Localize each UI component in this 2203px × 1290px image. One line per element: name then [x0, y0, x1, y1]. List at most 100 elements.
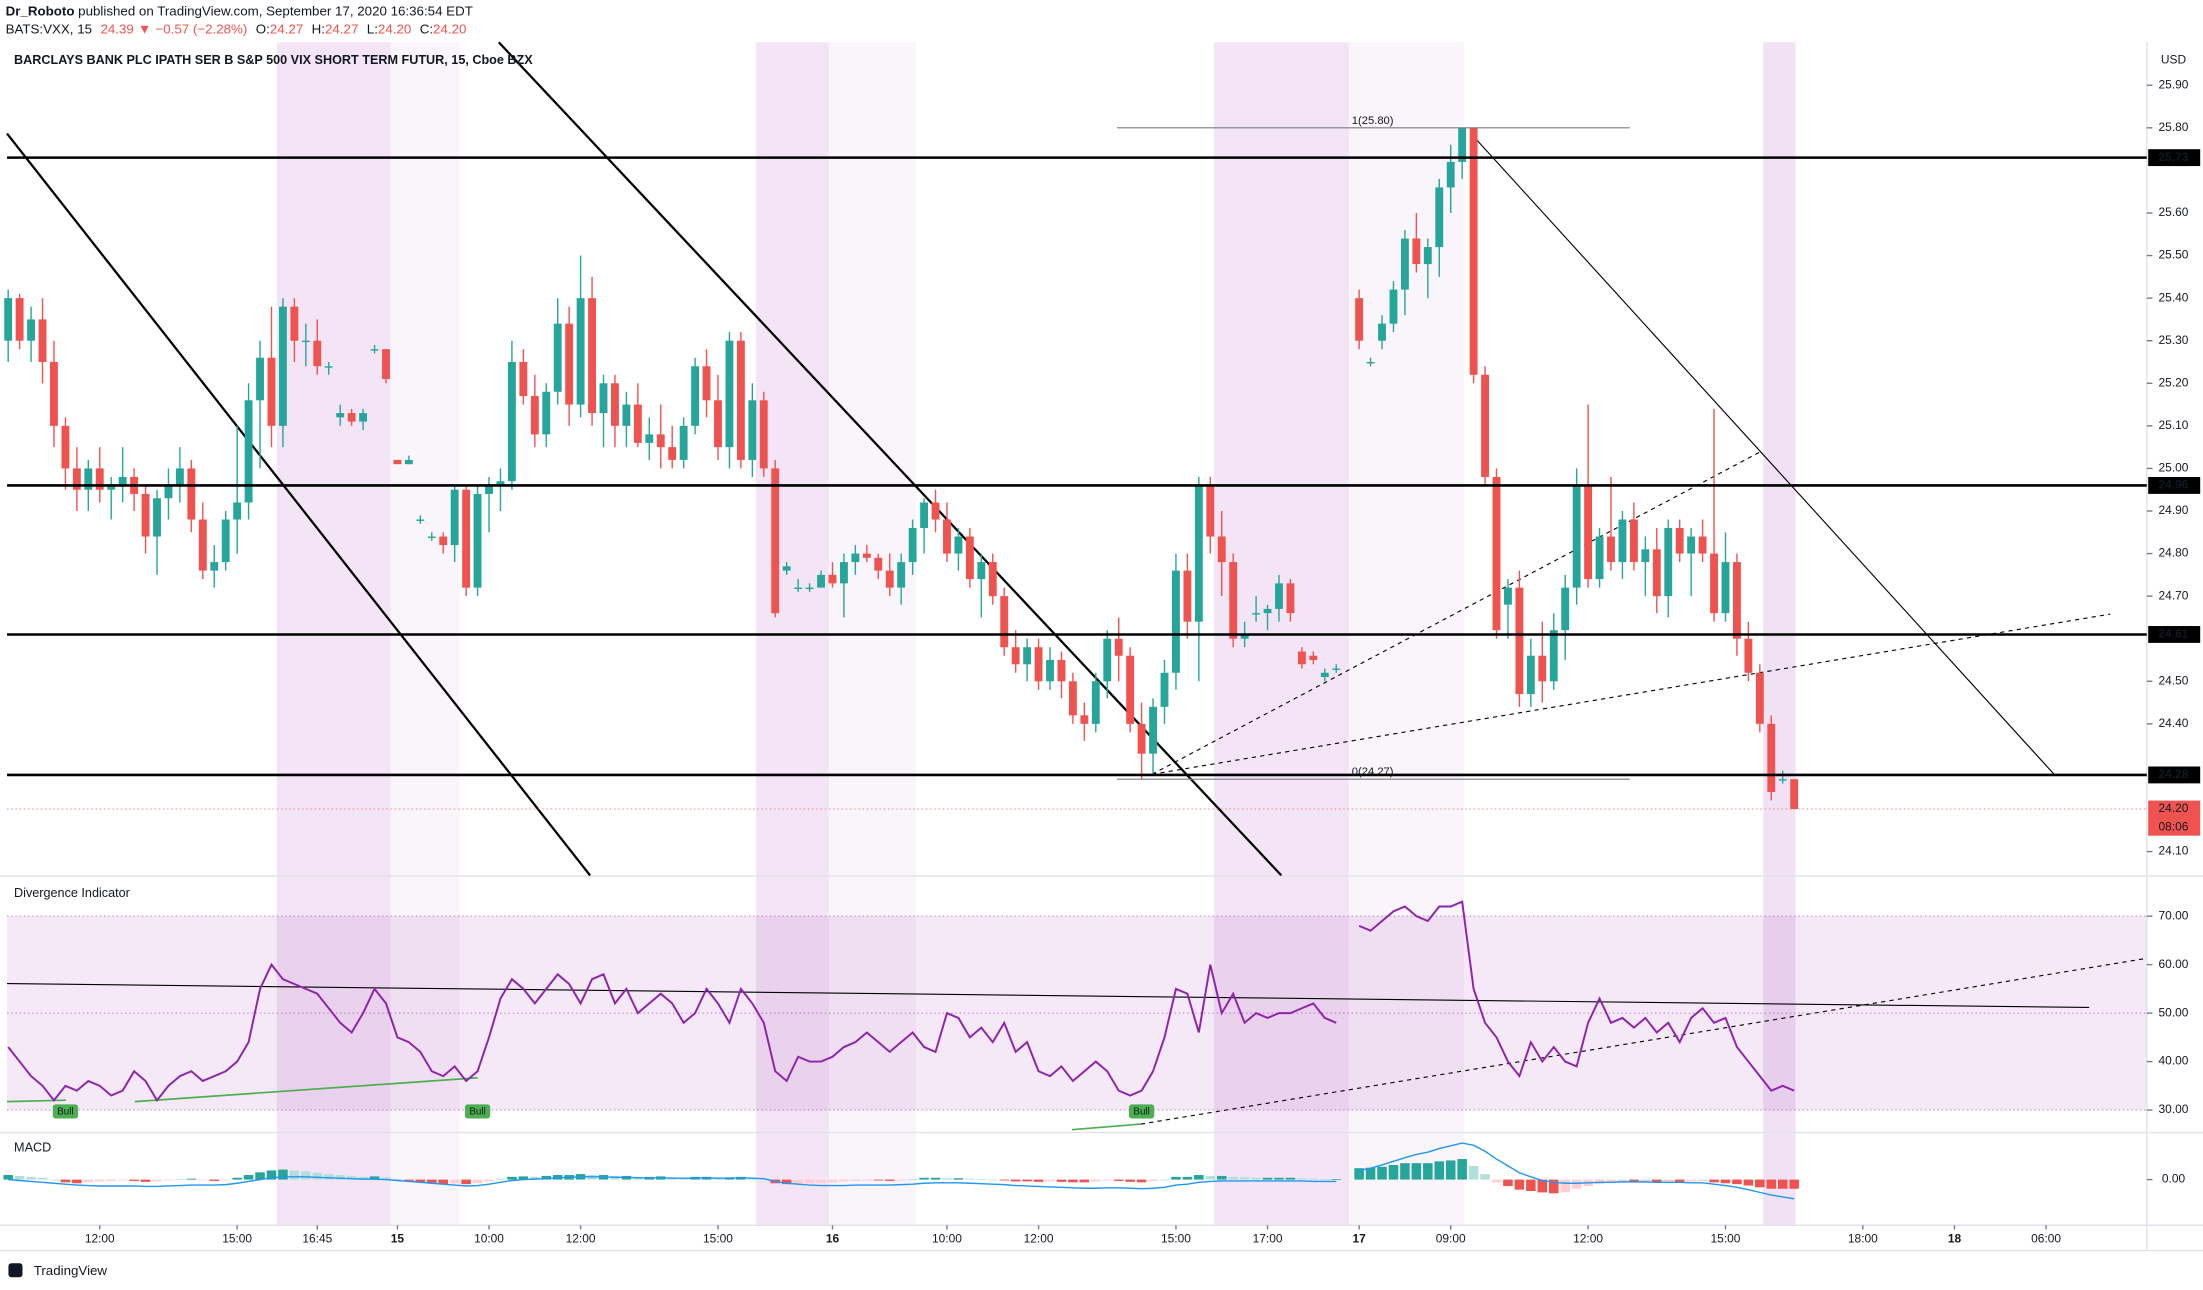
macd-histogram-bar [381, 1177, 391, 1180]
fib-label: 0(24.27) [1352, 766, 1394, 778]
candle-body [1698, 536, 1707, 554]
candle-body [233, 502, 242, 520]
macd-histogram-bar [781, 1179, 792, 1185]
macd-histogram-bar [14, 1175, 25, 1180]
candle-body [1469, 127, 1478, 375]
candle-body [198, 519, 207, 571]
macd-histogram-bar [1068, 1179, 1078, 1183]
candle-body [656, 434, 665, 448]
candle-body [4, 298, 13, 341]
candle-body [714, 400, 722, 448]
macd-title: MACD [14, 1140, 51, 1154]
macd-histogram-bar [1709, 1179, 1719, 1183]
candle-body [885, 570, 894, 588]
candle-body [1641, 549, 1650, 563]
candle-body [473, 493, 482, 588]
macd-histogram-bar [1663, 1179, 1674, 1182]
macd-histogram-bar [1503, 1179, 1513, 1186]
candle-body [988, 562, 997, 597]
macd-histogram-bar [1033, 1179, 1044, 1182]
bull-divergence-line [7, 1099, 67, 1103]
candle-body [1755, 672, 1764, 724]
candle-body [1790, 779, 1799, 810]
trend-line [1151, 613, 2111, 775]
x-tick-label: 18:00 [1848, 1231, 1878, 1245]
macd-histogram-bar [106, 1179, 116, 1181]
candle-body [404, 459, 413, 465]
candle-body [1618, 519, 1627, 563]
candle-body [1561, 587, 1570, 631]
candle-body [874, 557, 883, 571]
candle-body [175, 468, 184, 486]
candle-body [50, 361, 58, 426]
y-tick-label: 25.40 [2159, 290, 2189, 304]
candle-body [141, 493, 150, 537]
candle-body [553, 323, 562, 392]
candle-body [416, 519, 425, 521]
y-tick-label: 24.40 [2159, 716, 2189, 730]
candle-body [370, 349, 379, 351]
candle-body [1744, 638, 1753, 673]
macd-histogram-bar [472, 1179, 483, 1184]
candle-body [1595, 536, 1604, 580]
macd-histogram-bar [1216, 1175, 1227, 1180]
candle-body [1549, 630, 1558, 682]
candle-body [439, 536, 448, 546]
candle-body [164, 485, 173, 499]
macd-histogram-bar [1766, 1179, 1777, 1189]
macd-histogram-bar [289, 1170, 300, 1180]
y-tick-label: 50.00 [2159, 1005, 2189, 1019]
macd-histogram-bar [1320, 1179, 1330, 1180]
bull-marker-label: Bull [1133, 1107, 1149, 1118]
macd-histogram-bar [438, 1179, 449, 1185]
indicator-title: Divergence Indicator [14, 886, 130, 900]
brand: TradingView [34, 1263, 108, 1278]
macd-histogram-bar [804, 1179, 815, 1184]
macd-histogram-bar [415, 1179, 426, 1183]
macd-histogram-bar [1308, 1178, 1319, 1180]
candle-body [782, 566, 791, 571]
candle-body [1240, 634, 1249, 639]
candle-body [427, 536, 436, 538]
candle-body [27, 319, 36, 341]
level-label: 24.61 [2159, 627, 2189, 641]
candle-body [645, 434, 654, 443]
candle-body [1515, 587, 1524, 695]
macd-histogram-bar [1617, 1179, 1628, 1183]
y-tick-label: 70.00 [2159, 908, 2189, 922]
indicator-trend-line [7, 983, 2090, 1009]
y-tick-label: 25.00 [2159, 461, 2189, 475]
candle-body [1091, 681, 1100, 724]
candle-body [1652, 549, 1661, 597]
candle-body [1687, 536, 1696, 554]
x-tick-label: 06:00 [2031, 1231, 2061, 1245]
level-box [2148, 477, 2201, 494]
candle-body [668, 447, 677, 460]
macd-histogram-bar [816, 1179, 826, 1183]
macd-histogram-bar [1514, 1179, 1525, 1190]
macd-histogram-bar [1548, 1179, 1559, 1194]
candle-body [530, 396, 539, 435]
published: published on TradingView.com, September … [74, 3, 472, 18]
candle-body [519, 361, 528, 397]
candle-body [817, 574, 825, 588]
macd-histogram-bar [862, 1179, 872, 1181]
macd-histogram-bar [1148, 1179, 1158, 1181]
macd-histogram-bar [278, 1169, 288, 1180]
candle-body [313, 340, 322, 367]
macd-histogram-bar [839, 1179, 849, 1182]
macd-histogram-bar [907, 1179, 918, 1180]
quote-key: C: [420, 21, 433, 36]
bull-marker [52, 1104, 79, 1119]
macd-histogram-bar [1480, 1174, 1490, 1180]
level-box [2148, 626, 2201, 643]
y-tick-label: 25.90 [2159, 77, 2189, 91]
candle-body [977, 562, 986, 580]
candle-body [496, 481, 505, 486]
symbol-title: BARCLAYS BANK PLC IPATH SER B S&P 500 VI… [14, 53, 533, 67]
macd-histogram-bar [793, 1179, 803, 1184]
macd-histogram-bar [1640, 1179, 1651, 1182]
brand-logo [8, 1263, 23, 1278]
macd-histogram-bar [243, 1175, 254, 1180]
macd-histogram-bar [1171, 1176, 1181, 1180]
